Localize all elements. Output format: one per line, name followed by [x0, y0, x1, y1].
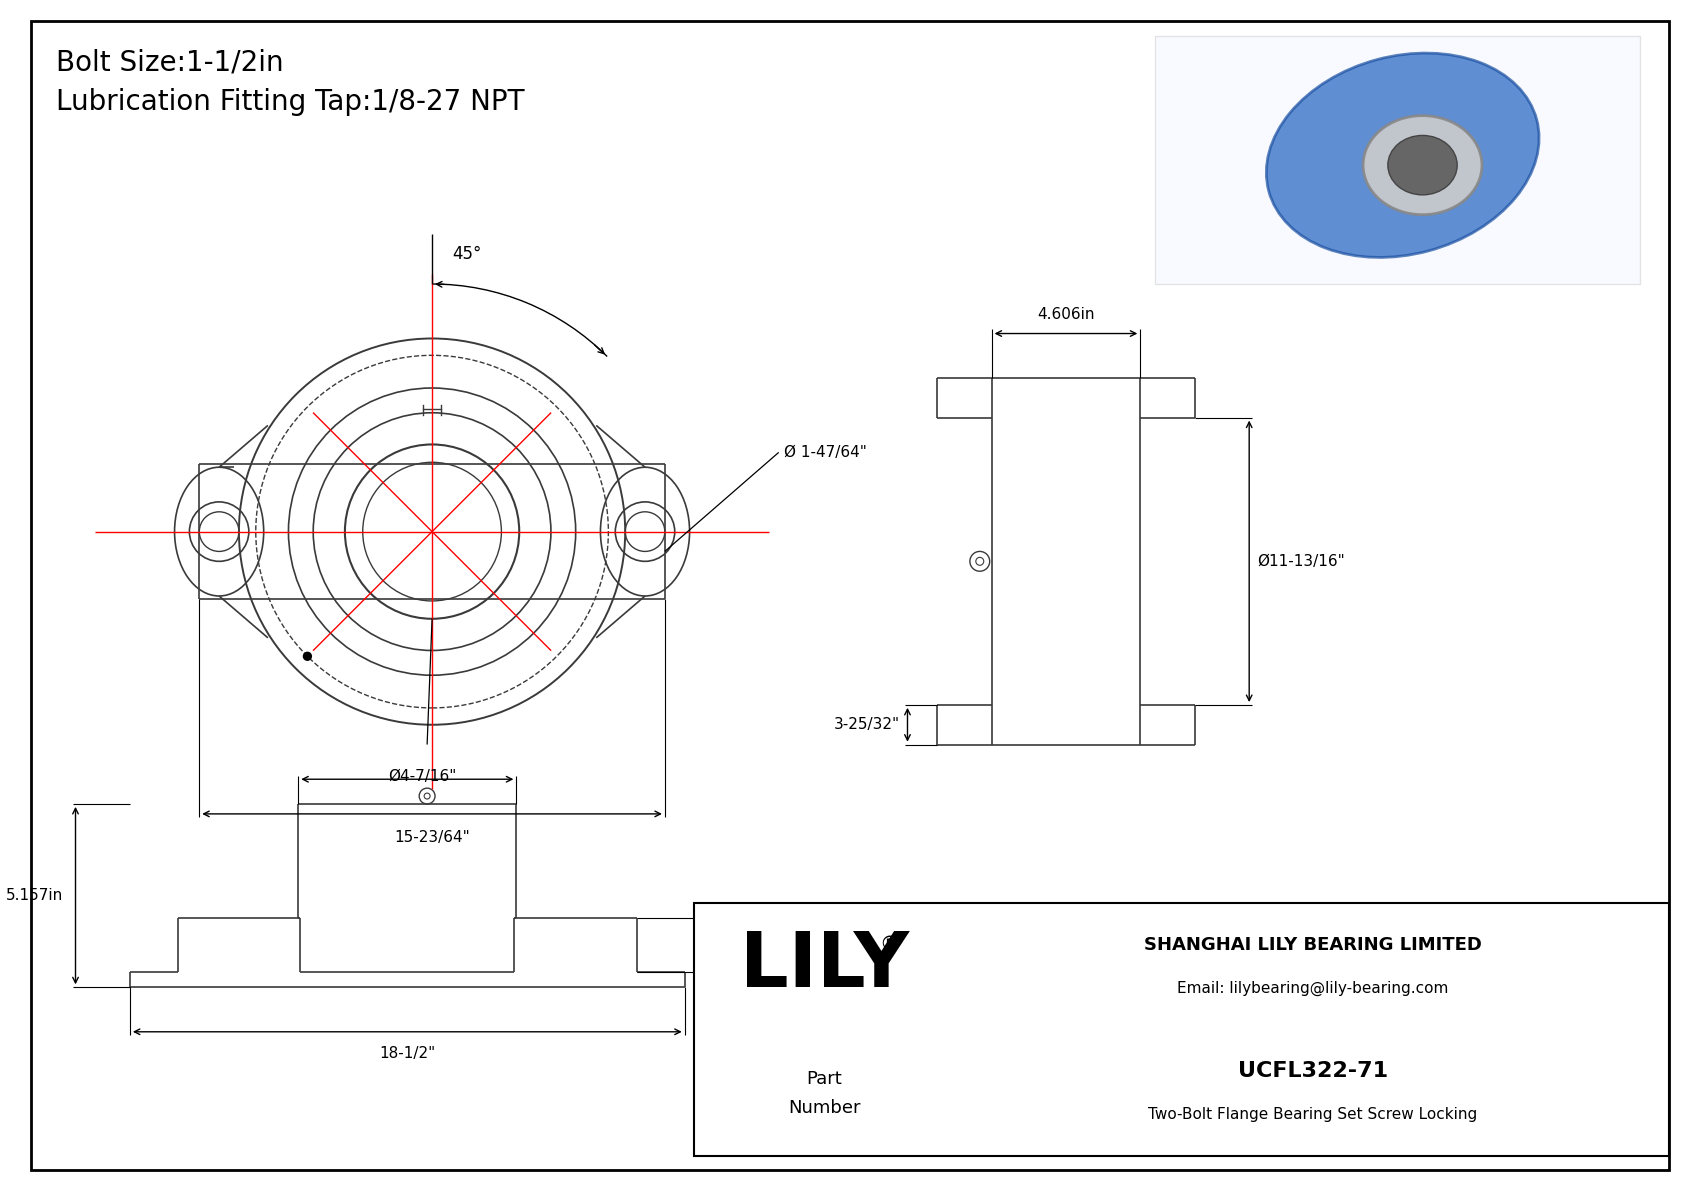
Bar — [694, 903, 1669, 1155]
Text: 4.606in: 4.606in — [1037, 306, 1095, 322]
Text: Ø4-7/16": Ø4-7/16" — [387, 769, 456, 785]
Text: Two-Bolt Flange Bearing Set Screw Locking: Two-Bolt Flange Bearing Set Screw Lockin… — [1148, 1108, 1477, 1122]
Text: 5.157in: 5.157in — [7, 888, 64, 903]
Ellipse shape — [1388, 136, 1457, 195]
Text: Lubrication Fitting Tap:1/8-27 NPT: Lubrication Fitting Tap:1/8-27 NPT — [56, 88, 524, 116]
Text: 18-1/2": 18-1/2" — [379, 1046, 436, 1061]
Text: ®: ® — [879, 935, 899, 954]
Bar — [1155, 37, 1640, 283]
Ellipse shape — [1362, 116, 1482, 214]
Text: Bolt Size:1-1/2in: Bolt Size:1-1/2in — [56, 49, 283, 76]
Circle shape — [303, 653, 312, 660]
Text: Ø 1-47/64": Ø 1-47/64" — [783, 445, 867, 460]
Text: Email: lilybearing@lily-bearing.com: Email: lilybearing@lily-bearing.com — [1177, 980, 1448, 996]
Ellipse shape — [1266, 54, 1539, 257]
Text: 3-25/32": 3-25/32" — [834, 717, 899, 732]
Text: UCFL322-71: UCFL322-71 — [1238, 1061, 1388, 1081]
Text: SHANGHAI LILY BEARING LIMITED: SHANGHAI LILY BEARING LIMITED — [1143, 936, 1482, 954]
Text: 1-21/32": 1-21/32" — [734, 937, 800, 953]
Text: LILY: LILY — [739, 929, 909, 1004]
Text: Part
Number: Part Number — [788, 1070, 861, 1117]
Text: 45°: 45° — [451, 245, 482, 263]
Text: 15-23/64": 15-23/64" — [394, 830, 470, 844]
Text: Ø11-13/16": Ø11-13/16" — [1258, 554, 1346, 569]
